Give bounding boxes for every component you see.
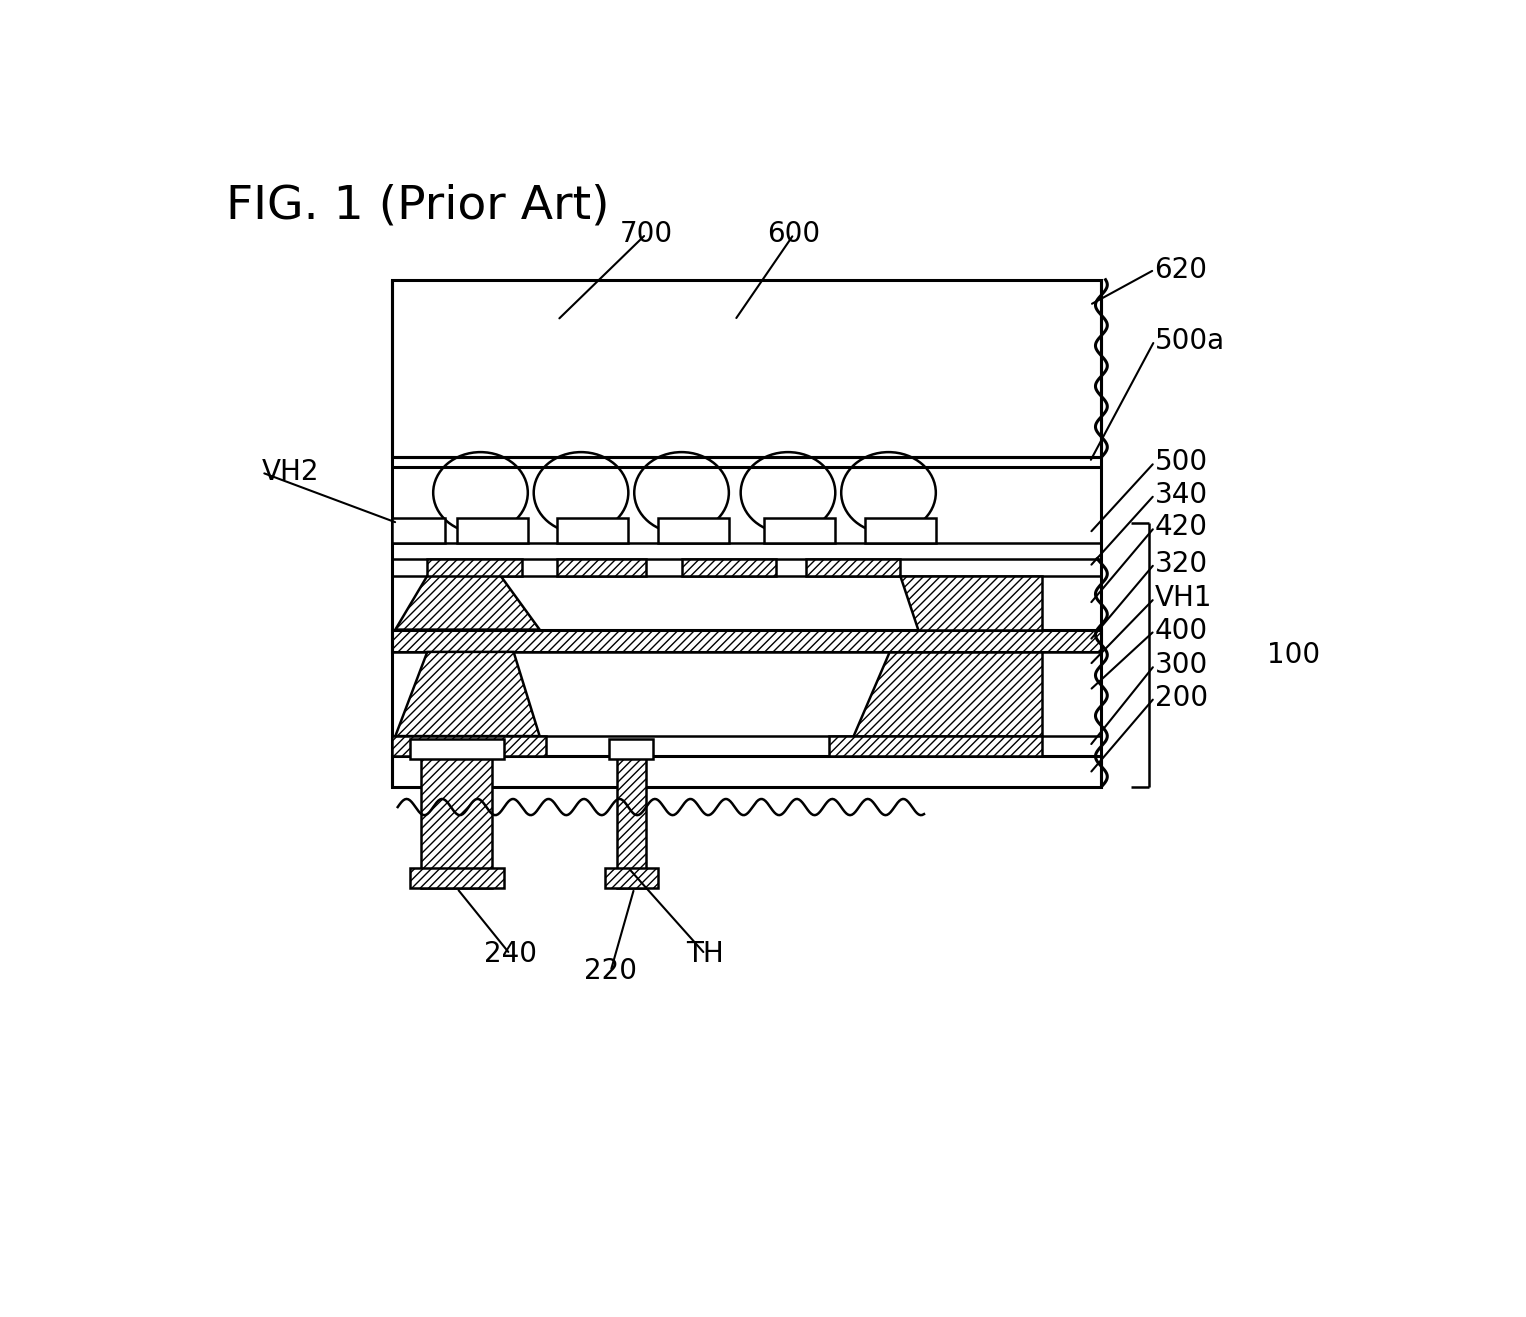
Bar — [421, 756, 493, 888]
Text: 420: 420 — [1155, 514, 1207, 541]
Bar — [557, 518, 629, 544]
Text: 500: 500 — [1155, 448, 1207, 477]
Bar — [392, 544, 1102, 558]
Bar — [392, 630, 1102, 652]
Bar — [392, 518, 446, 544]
Text: 300: 300 — [1155, 651, 1209, 680]
Polygon shape — [853, 652, 1042, 736]
Text: 600: 600 — [768, 220, 821, 248]
Text: 320: 320 — [1155, 549, 1207, 578]
Text: 240: 240 — [484, 940, 537, 968]
Polygon shape — [395, 576, 540, 630]
Bar — [617, 756, 645, 888]
Text: 340: 340 — [1155, 481, 1207, 508]
Bar — [456, 518, 528, 544]
Text: FIG. 1 (Prior Art): FIG. 1 (Prior Art) — [226, 183, 610, 228]
Text: 620: 620 — [1155, 255, 1207, 283]
Bar — [765, 518, 835, 544]
Bar — [830, 736, 1042, 756]
Bar — [392, 652, 1102, 736]
Bar — [392, 736, 546, 756]
Bar — [409, 739, 504, 760]
Text: 700: 700 — [620, 220, 673, 248]
Bar — [392, 279, 1102, 457]
Text: 200: 200 — [1155, 684, 1207, 711]
Text: 500a: 500a — [1155, 327, 1225, 354]
Bar — [427, 558, 522, 576]
Text: 100: 100 — [1267, 641, 1320, 669]
Text: VH2: VH2 — [262, 458, 319, 486]
Bar — [392, 576, 1102, 630]
Polygon shape — [395, 652, 540, 736]
Bar — [658, 518, 729, 544]
Bar — [409, 868, 504, 888]
Bar — [604, 868, 658, 888]
Bar — [392, 756, 1102, 786]
Text: VH1: VH1 — [1155, 585, 1212, 612]
Polygon shape — [900, 576, 1042, 630]
Text: 220: 220 — [584, 957, 636, 985]
Text: TH: TH — [687, 940, 723, 968]
Bar — [865, 518, 935, 544]
Text: 400: 400 — [1155, 616, 1207, 644]
Bar — [609, 739, 653, 760]
Bar — [557, 558, 645, 576]
Bar — [682, 558, 777, 576]
Bar — [806, 558, 900, 576]
